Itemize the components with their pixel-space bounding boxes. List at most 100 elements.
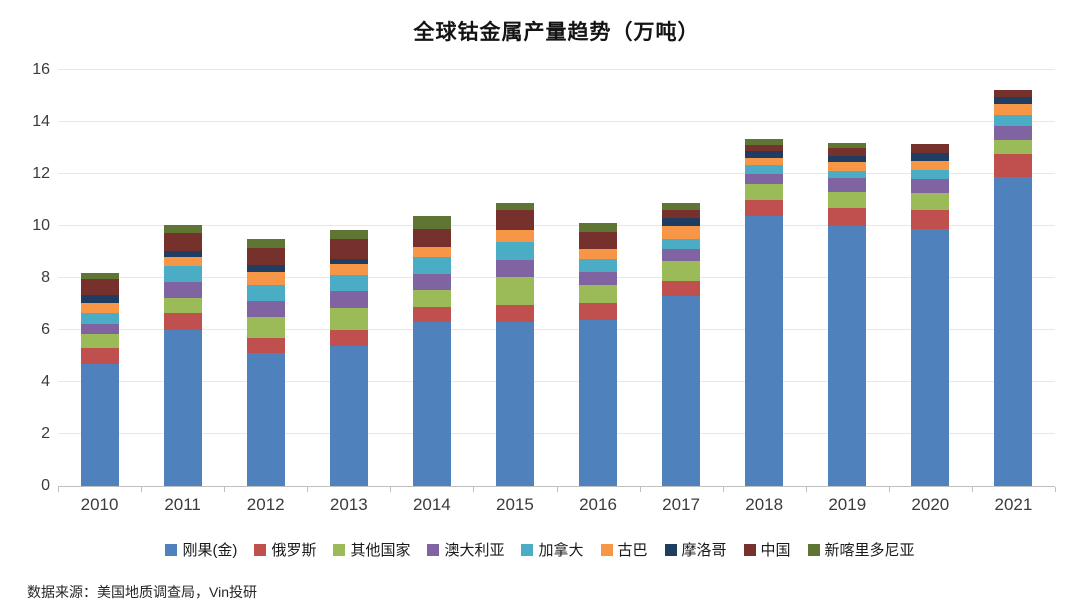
x-axis-tick — [58, 487, 59, 492]
bar-slot-2013 — [307, 70, 390, 486]
gridline-2 — [58, 433, 1055, 434]
bar-segment-2014-加拿大 — [412, 257, 451, 275]
legend: 刚果(金) 俄罗斯 其他国家 澳大利亚 加拿大 古巴 摩洛哥 中国 新喀里多尼亚 — [0, 539, 1080, 560]
x-axis-label-2017: 2017 — [662, 495, 700, 514]
bar-segment-2017-刚果(金) — [662, 296, 701, 486]
stacked-bar-2011 — [163, 224, 202, 486]
gridline-10 — [58, 225, 1055, 226]
stacked-bar-2012 — [246, 239, 285, 486]
bar-slot-2016 — [556, 70, 639, 486]
stacked-bar-2015 — [495, 202, 534, 486]
bar-segment-2019-澳大利亚 — [828, 177, 867, 193]
legend-item-新喀里多尼亚: 新喀里多尼亚 — [807, 539, 915, 560]
bar-segment-2019-其他国家 — [828, 192, 867, 208]
bar-segment-2014-中国 — [412, 228, 451, 247]
bar-segment-2011-俄罗斯 — [163, 313, 202, 330]
bar-segment-2020-其他国家 — [911, 193, 950, 210]
bar-segment-2011-新喀里多尼亚 — [163, 224, 202, 233]
bar-segment-2011-其他国家 — [163, 297, 202, 314]
bar-segment-2015-中国 — [495, 210, 534, 230]
bar-segment-2020-俄罗斯 — [911, 209, 950, 229]
bar-segment-2014-古巴 — [412, 246, 451, 258]
bar-slot-2011 — [141, 70, 224, 486]
legend-item-其他国家: 其他国家 — [333, 539, 410, 560]
source-note: 数据来源：美国地质调查局，Vin投研 — [27, 584, 257, 600]
y-axis-label: 6 — [41, 321, 50, 338]
stacked-bar-2021 — [994, 90, 1033, 486]
stacked-bar-2014 — [412, 215, 451, 486]
x-axis-label-2011: 2011 — [164, 495, 201, 514]
bar-segment-2012-其他国家 — [246, 317, 285, 338]
legend-swatch-icon — [807, 543, 820, 556]
stacked-bar-2019 — [828, 143, 867, 486]
bar-slot-2019 — [806, 70, 889, 486]
bar-segment-2013-加拿大 — [329, 275, 368, 292]
y-axis-label: 8 — [41, 269, 50, 286]
bar-segment-2010-澳大利亚 — [80, 323, 119, 334]
bar-segment-2016-其他国家 — [579, 284, 617, 303]
bar-slot-2015 — [473, 70, 556, 486]
bar-segment-2016-澳大利亚 — [579, 271, 617, 285]
bar-segment-2014-澳大利亚 — [412, 274, 451, 290]
chart-title: 全球钴金属产量趋势（万吨） — [413, 21, 700, 44]
x-axis-tick — [390, 487, 391, 492]
x-axis-tick — [141, 487, 142, 492]
x-axis-tick — [224, 487, 225, 492]
bar-segment-2018-摩洛哥 — [745, 151, 784, 158]
bar-segment-2021-刚果(金) — [994, 176, 1033, 486]
gridline-14 — [58, 121, 1055, 122]
bar-segment-2013-古巴 — [329, 263, 368, 276]
bar-slot-2018 — [723, 70, 806, 486]
bar-segment-2020-古巴 — [911, 160, 950, 171]
bar-segment-2017-俄罗斯 — [662, 280, 701, 297]
x-axis-label-2020: 2020 — [911, 495, 950, 514]
y-axis-label: 12 — [32, 165, 50, 182]
x-axis-label-2015: 2015 — [496, 495, 534, 514]
bar-segment-2017-古巴 — [662, 226, 701, 240]
bar-segment-2016-刚果(金) — [579, 319, 617, 486]
bar-segment-2017-新喀里多尼亚 — [662, 202, 701, 211]
x-axis-label-2013: 2013 — [329, 495, 368, 514]
x-axis-label-2021: 2021 — [994, 495, 1033, 514]
bar-segment-2020-刚果(金) — [911, 228, 950, 486]
bar-segment-2013-俄罗斯 — [329, 330, 368, 346]
bar-segment-2019-俄罗斯 — [828, 207, 867, 226]
legend-label: 刚果(金) — [182, 542, 238, 559]
bar-segment-2013-其他国家 — [329, 307, 368, 331]
legend-item-澳大利亚: 澳大利亚 — [427, 539, 504, 560]
bar-segment-2015-澳大利亚 — [495, 259, 534, 277]
bar-segment-2012-古巴 — [246, 271, 285, 285]
stacked-bar-2010 — [80, 272, 119, 486]
legend-label: 中国 — [760, 542, 791, 559]
legend-item-摩洛哥: 摩洛哥 — [664, 539, 727, 560]
y-axis-label: 10 — [32, 217, 50, 234]
y-axis-label: 16 — [32, 61, 50, 78]
bar-segment-2013-摩洛哥 — [329, 258, 368, 264]
bar-segment-2017-摩洛哥 — [662, 218, 701, 227]
bar-segment-2011-澳大利亚 — [163, 281, 202, 298]
legend-swatch-icon — [743, 543, 756, 556]
bar-segment-2013-澳大利亚 — [329, 291, 368, 308]
legend-item-刚果(金): 刚果(金) — [165, 539, 237, 560]
bar-segment-2015-新喀里多尼亚 — [495, 202, 534, 211]
x-axis-tick — [723, 487, 724, 492]
bar-segment-2017-其他国家 — [662, 261, 701, 281]
legend-swatch-icon — [333, 543, 346, 556]
bar-segment-2014-其他国家 — [412, 289, 451, 307]
x-axis-tick — [806, 487, 807, 492]
legend-label: 新喀里多尼亚 — [824, 542, 915, 559]
bar-segment-2015-俄罗斯 — [495, 305, 534, 323]
bar-segment-2020-澳大利亚 — [911, 178, 950, 194]
legend-label: 澳大利亚 — [444, 542, 505, 559]
x-axis-tick — [557, 487, 558, 492]
legend-item-加拿大: 加拿大 — [521, 539, 584, 560]
gridline-12 — [58, 173, 1055, 174]
bar-segment-2013-新喀里多尼亚 — [329, 229, 368, 240]
stacked-bar-2016 — [579, 222, 617, 486]
bar-segment-2018-澳大利亚 — [745, 174, 784, 185]
bar-segment-2012-澳大利亚 — [246, 301, 285, 318]
bar-segment-2017-澳大利亚 — [662, 249, 701, 262]
stacked-bar-2020 — [911, 143, 950, 486]
bar-segment-2010-新喀里多尼亚 — [80, 272, 119, 280]
bar-segment-2012-中国 — [246, 248, 285, 266]
